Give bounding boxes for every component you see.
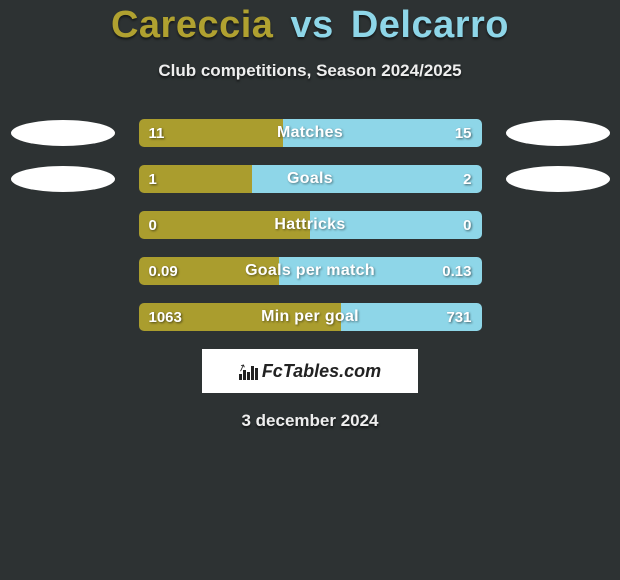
spacer <box>506 258 610 284</box>
player1-name: Careccia <box>111 4 273 46</box>
vs-label: vs <box>290 4 333 46</box>
stat-bar: 1115Matches <box>139 119 482 147</box>
stat-label: Goals <box>139 165 482 193</box>
subtitle: Club competitions, Season 2024/2025 <box>0 61 620 81</box>
stat-label: Matches <box>139 119 482 147</box>
spacer <box>11 258 115 284</box>
player2-badge <box>506 120 610 146</box>
spacer <box>506 304 610 330</box>
logo-text: FcTables.com <box>262 361 381 382</box>
player1-badge <box>11 120 115 146</box>
stat-bar: 0.090.13Goals per match <box>139 257 482 285</box>
stat-label: Goals per match <box>139 257 482 285</box>
stat-row: 1115Matches <box>0 119 620 147</box>
stat-label: Hattricks <box>139 211 482 239</box>
stats-area: 1115Matches 12Goals 00Hattricks 0.090.13Goa… <box>0 119 620 331</box>
stat-bar: 1063731Min per goal <box>139 303 482 331</box>
player2-name: Delcarro <box>351 4 509 46</box>
player2-badge <box>506 166 610 192</box>
stat-row: 12Goals <box>0 165 620 193</box>
page-title: Careccia vs Delcarro <box>0 4 620 47</box>
stat-label: Min per goal <box>139 303 482 331</box>
date-label: 3 december 2024 <box>0 411 620 431</box>
stat-bar: 12Goals <box>139 165 482 193</box>
player1-badge <box>11 166 115 192</box>
stat-row: 0.090.13Goals per match <box>0 257 620 285</box>
spacer <box>506 212 610 238</box>
logo-box[interactable]: ↗ FcTables.com <box>202 349 418 393</box>
stat-row: 1063731Min per goal <box>0 303 620 331</box>
stat-row: 00Hattricks <box>0 211 620 239</box>
chart-icon: ↗ <box>239 362 258 380</box>
comparison-widget: Careccia vs Delcarro Club competitions, … <box>0 0 620 431</box>
spacer <box>11 212 115 238</box>
spacer <box>11 304 115 330</box>
stat-bar: 00Hattricks <box>139 211 482 239</box>
